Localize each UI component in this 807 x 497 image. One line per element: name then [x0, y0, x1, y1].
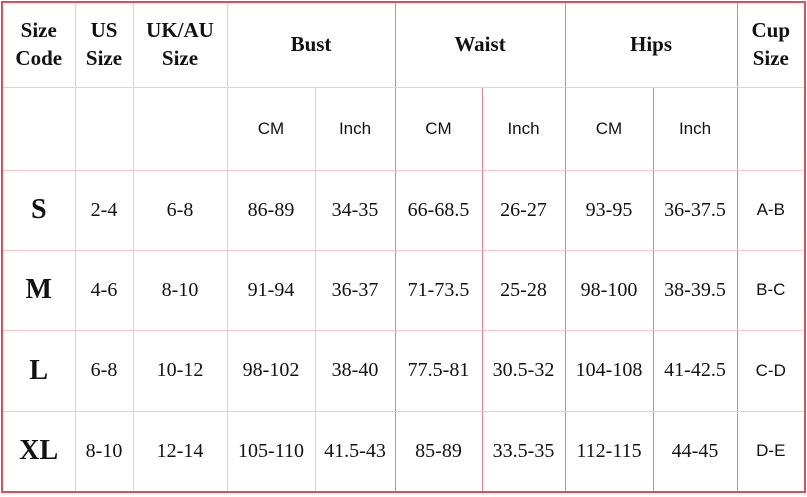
uk-au-size-cell: 6-8	[132, 169, 228, 251]
table-row-l: L 6-8 10-12 98-102 38-40 77.5-81 30.5-32…	[1, 329, 806, 412]
uk-au-size-cell: 8-10	[132, 249, 228, 331]
unit-bust-cm: CM	[226, 86, 316, 171]
table-row-s: S 2-4 6-8 86-89 34-35 66-68.5 26-27 93-9…	[1, 169, 806, 251]
group-header-row: Size Code US Size UK/AU Size Bust Waist …	[1, 1, 806, 88]
cup-size-cell: C-D	[736, 329, 806, 412]
bust-cm-cell: 86-89	[226, 169, 316, 251]
empty-cell	[132, 86, 228, 171]
uk-au-size-cell: 12-14	[132, 410, 228, 493]
unit-waist-cm: CM	[394, 86, 483, 171]
cup-size-cell: D-E	[736, 410, 806, 493]
unit-bust-inch: Inch	[314, 86, 396, 171]
hips-cm-cell: 112-115	[564, 410, 654, 493]
header-waist: Waist	[394, 1, 566, 88]
bust-inch-cell: 34-35	[314, 169, 396, 251]
size-code-cell: S	[1, 169, 76, 251]
unit-header-row: CM Inch CM Inch CM Inch	[1, 86, 806, 171]
empty-cell	[74, 86, 134, 171]
cup-size-cell: B-C	[736, 249, 806, 331]
table-row-xl: XL 8-10 12-14 105-110 41.5-43 85-89 33.5…	[1, 410, 806, 493]
waist-cm-cell: 71-73.5	[394, 249, 483, 331]
unit-hips-inch: Inch	[652, 86, 738, 171]
hips-cm-cell: 98-100	[564, 249, 654, 331]
bust-cm-cell: 91-94	[226, 249, 316, 331]
size-code-cell: XL	[1, 410, 76, 493]
waist-cm-cell: 77.5-81	[394, 329, 483, 412]
waist-inch-cell: 26-27	[481, 169, 566, 251]
waist-inch-cell: 30.5-32	[481, 329, 566, 412]
waist-inch-cell: 33.5-35	[481, 410, 566, 493]
bust-cm-cell: 98-102	[226, 329, 316, 412]
header-uk-au-size: UK/AU Size	[132, 1, 228, 88]
us-size-cell: 2-4	[74, 169, 134, 251]
uk-au-size-cell: 10-12	[132, 329, 228, 412]
header-bust: Bust	[226, 1, 396, 88]
waist-cm-cell: 85-89	[394, 410, 483, 493]
header-hips: Hips	[564, 1, 738, 88]
empty-cell	[1, 86, 76, 171]
header-cup-size: Cup Size	[736, 1, 806, 88]
size-code-cell: M	[1, 249, 76, 331]
cup-size-cell: A-B	[736, 169, 806, 251]
empty-cell	[736, 86, 806, 171]
us-size-cell: 8-10	[74, 410, 134, 493]
header-us-size: US Size	[74, 1, 134, 88]
unit-hips-cm: CM	[564, 86, 654, 171]
header-size-code: Size Code	[1, 1, 76, 88]
hips-inch-cell: 36-37.5	[652, 169, 738, 251]
us-size-cell: 6-8	[74, 329, 134, 412]
bust-inch-cell: 36-37	[314, 249, 396, 331]
waist-inch-cell: 25-28	[481, 249, 566, 331]
waist-cm-cell: 66-68.5	[394, 169, 483, 251]
table-row-m: M 4-6 8-10 91-94 36-37 71-73.5 25-28 98-…	[1, 249, 806, 331]
bust-inch-cell: 38-40	[314, 329, 396, 412]
bust-inch-cell: 41.5-43	[314, 410, 396, 493]
hips-inch-cell: 44-45	[652, 410, 738, 493]
unit-waist-inch: Inch	[481, 86, 566, 171]
hips-cm-cell: 93-95	[564, 169, 654, 251]
hips-cm-cell: 104-108	[564, 329, 654, 412]
bust-cm-cell: 105-110	[226, 410, 316, 493]
size-code-cell: L	[1, 329, 76, 412]
hips-inch-cell: 41-42.5	[652, 329, 738, 412]
hips-inch-cell: 38-39.5	[652, 249, 738, 331]
us-size-cell: 4-6	[74, 249, 134, 331]
